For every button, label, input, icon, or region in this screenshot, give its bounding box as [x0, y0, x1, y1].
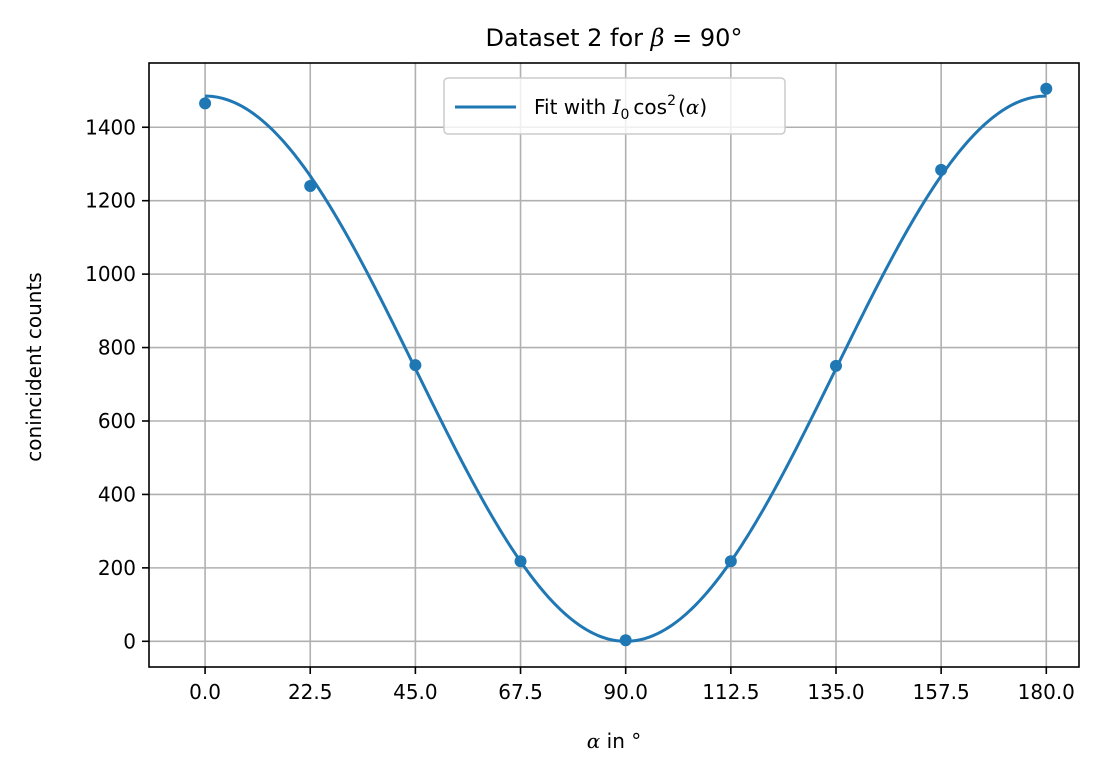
x-axis-title-suffix: in °: [600, 729, 641, 753]
x-axis-title: α in °: [587, 729, 641, 753]
data-point: [724, 555, 737, 568]
y-tick-label: 600: [98, 409, 136, 433]
chart-title: Dataset 2 for β = 90°: [486, 24, 743, 52]
y-axis-title: conincident counts: [22, 272, 46, 461]
data-point: [304, 180, 317, 193]
data-point: [199, 97, 212, 110]
chart-title-symbol: β: [650, 24, 665, 52]
legend-label-paren-open: (: [678, 95, 686, 119]
data-point: [935, 163, 948, 176]
grid-lines: [149, 63, 1079, 667]
legend-label-formula: I: [612, 95, 622, 119]
data-points: [199, 82, 1053, 647]
x-tick-label: 45.0: [393, 680, 438, 704]
data-point: [514, 555, 527, 568]
x-tick-label: 135.0: [807, 680, 864, 704]
x-tick-label: 157.5: [913, 680, 970, 704]
y-tick-label: 400: [98, 482, 136, 506]
chart-title-suffix: = 90°: [665, 24, 743, 52]
x-axis-title-symbol: α: [587, 729, 601, 753]
y-tick-label: 0: [123, 629, 136, 653]
x-tick-label: 22.5: [288, 680, 333, 704]
y-axis-ticks: 0 200 400 600 800 1000 1200 1400: [85, 115, 149, 653]
y-tick-label: 200: [98, 556, 136, 580]
data-point: [829, 359, 842, 372]
legend-label-fit: Fit with I0 cos2 (α): [534, 93, 707, 123]
data-point: [1040, 82, 1053, 95]
y-tick-label: 800: [98, 336, 136, 360]
legend-label-func: cos: [633, 95, 667, 119]
y-tick-label: 1200: [85, 189, 136, 213]
legend-box: [443, 77, 786, 135]
legend-label-prefix: Fit with: [534, 95, 613, 119]
x-axis-ticks: 0.0 22.5 45.0 67.5 90.0 112.5 135.0 157.5 180.0: [189, 667, 1075, 704]
x-tick-label: 112.5: [702, 680, 759, 704]
data-point: [619, 634, 632, 647]
x-tick-label: 90.0: [603, 680, 648, 704]
x-tick-label: 67.5: [498, 680, 543, 704]
legend-label-arg: α: [686, 95, 700, 119]
legend: Fit with I0 cos2 (α): [443, 77, 786, 135]
legend-label-paren-close: ): [699, 95, 707, 119]
x-tick-label: 0.0: [189, 680, 221, 704]
plot-frame: [148, 62, 1080, 668]
chart-title-prefix: Dataset 2 for: [486, 24, 651, 52]
legend-label-power: 2: [667, 93, 676, 109]
legend-label-subscript: 0: [621, 107, 630, 123]
y-tick-label: 1000: [85, 262, 136, 286]
x-tick-label: 180.0: [1018, 680, 1075, 704]
y-tick-label: 1400: [85, 115, 136, 139]
data-point: [409, 359, 422, 372]
